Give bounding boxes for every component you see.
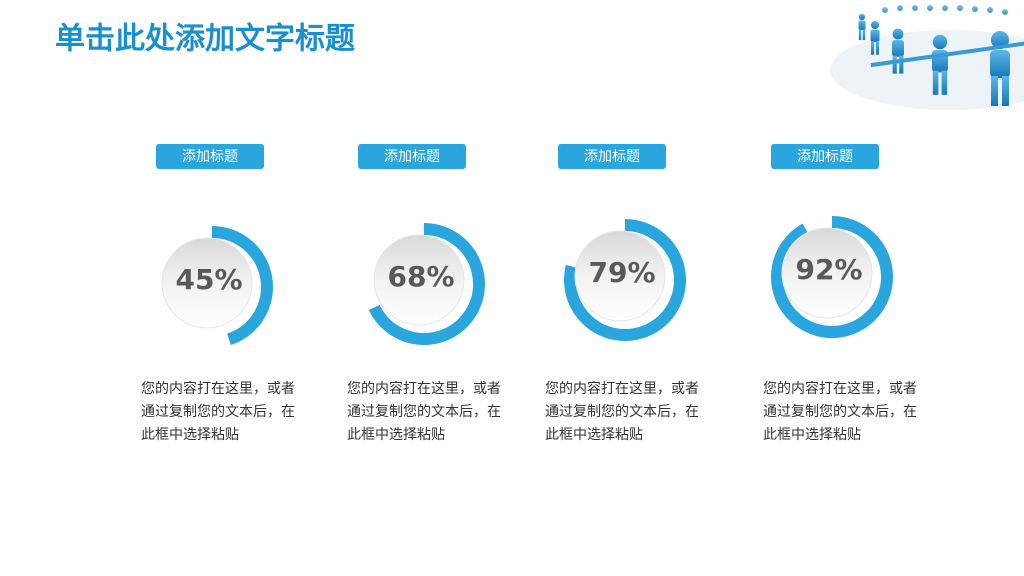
items: 添加标题45%您的内容打在这里，或者通过复制您的文本后，在此框中选择粘贴添加标题… bbox=[141, 144, 917, 443]
description: 您的内容打在这里，或者 bbox=[763, 380, 917, 397]
description: 您的内容打在这里，或者 bbox=[347, 380, 501, 397]
description: 通过复制您的文本后，在 bbox=[763, 403, 917, 420]
heading: 添加标题 bbox=[384, 149, 440, 165]
inner-disc bbox=[373, 234, 465, 326]
heading-box bbox=[156, 144, 264, 169]
description: 通过复制您的文本后，在 bbox=[545, 403, 699, 420]
heading-box bbox=[558, 144, 666, 169]
progress-ring bbox=[564, 219, 686, 341]
description: 此框中选择粘贴 bbox=[347, 427, 445, 443]
inner-disc bbox=[161, 237, 253, 329]
inner-disc bbox=[781, 227, 873, 319]
description: 您的内容打在这里，或者 bbox=[545, 380, 699, 397]
progress-ring bbox=[211, 226, 273, 346]
percent-label: 45% bbox=[175, 263, 242, 296]
percent-label: 79% bbox=[588, 256, 655, 289]
progress-ring bbox=[368, 223, 485, 345]
description: 此框中选择粘贴 bbox=[141, 427, 239, 443]
heading: 添加标题 bbox=[797, 149, 853, 165]
people-decoration bbox=[830, 5, 1024, 110]
inner-disc bbox=[574, 230, 666, 322]
slide-title: 单击此处添加文字标题 bbox=[55, 22, 355, 57]
description: 此框中选择粘贴 bbox=[545, 427, 643, 443]
heading-box bbox=[771, 144, 879, 169]
description: 此框中选择粘贴 bbox=[763, 427, 861, 443]
heading: 添加标题 bbox=[182, 149, 238, 165]
progress-ring bbox=[771, 216, 893, 338]
percent-label: 92% bbox=[795, 253, 862, 286]
heading-box bbox=[358, 144, 466, 169]
percent-label: 68% bbox=[387, 260, 454, 293]
description: 通过复制您的文本后，在 bbox=[141, 403, 295, 420]
description: 您的内容打在这里，或者 bbox=[141, 380, 295, 397]
description: 通过复制您的文本后，在 bbox=[347, 403, 501, 420]
heading: 添加标题 bbox=[584, 149, 640, 165]
